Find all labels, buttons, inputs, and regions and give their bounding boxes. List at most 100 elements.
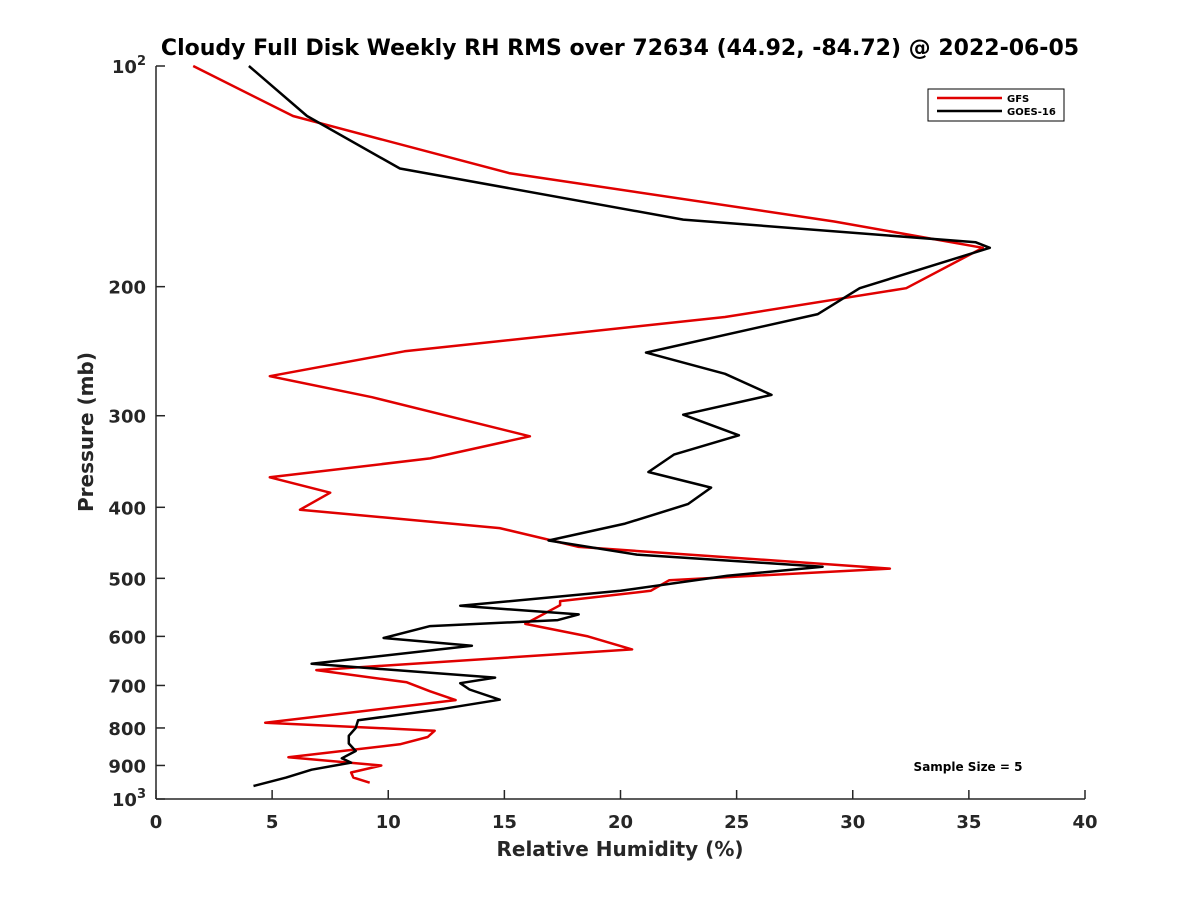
data-point-gfs [630, 647, 634, 651]
data-point-gfs [904, 286, 908, 290]
data-point-goes-16 [646, 470, 650, 474]
x-tick-label: 25 [724, 812, 749, 833]
data-point-gfs [263, 721, 267, 725]
data-point-gfs [351, 776, 355, 780]
data-point-goes-16 [252, 784, 256, 788]
data-point-gfs [558, 603, 562, 607]
data-point-gfs [349, 771, 353, 775]
data-point-gfs [405, 680, 409, 684]
data-point-goes-16 [468, 688, 472, 692]
y-tick-label: 800 [108, 719, 146, 740]
data-point-gfs [558, 599, 562, 603]
x-tick-label: 20 [608, 812, 633, 833]
data-point-goes-16 [988, 246, 992, 250]
y-axis-label: Pressure (mb) [74, 352, 98, 512]
sample-size-annotation: Sample Size = 5 [914, 760, 1023, 774]
data-point-gfs [328, 491, 332, 495]
data-point-goes-16 [686, 502, 690, 506]
data-point-gfs [454, 698, 458, 702]
x-tick-label: 0 [150, 812, 163, 833]
data-point-goes-16 [737, 433, 741, 437]
legend-label-gfs: GFS [1007, 94, 1029, 105]
data-point-gfs [667, 578, 671, 582]
data-point-gfs [286, 755, 290, 759]
data-point-goes-16 [247, 64, 251, 68]
data-point-gfs [888, 567, 892, 571]
data-point-goes-16 [470, 644, 474, 648]
data-point-goes-16 [681, 218, 685, 222]
y-tick-label: 300 [108, 407, 146, 428]
y-tick-label: 400 [108, 498, 146, 519]
data-point-goes-16 [493, 676, 497, 680]
data-point-goes-16 [347, 742, 351, 746]
data-point-goes-16 [816, 312, 820, 316]
y-tick-label: 600 [108, 627, 146, 648]
x-tick-label: 10 [376, 812, 401, 833]
y-tick-label: 500 [108, 569, 146, 590]
y-tick-label: 103 [112, 787, 146, 811]
data-point-goes-16 [623, 522, 627, 526]
legend: GFS GOES-16 [927, 88, 1065, 122]
data-point-goes-16 [442, 707, 446, 711]
data-point-gfs [426, 735, 430, 739]
data-point-goes-16 [619, 589, 623, 593]
data-point-goes-16 [681, 413, 685, 417]
data-point-gfs [723, 315, 727, 319]
data-point-gfs [368, 781, 372, 785]
y-axis-ticks: 102 200 300 400 500 600 700 800 900 103 [108, 54, 165, 811]
data-point-goes-16 [305, 114, 309, 118]
data-point-gfs [428, 689, 432, 693]
x-axis-label: Relative Humidity (%) [496, 837, 743, 861]
data-point-goes-16 [458, 681, 462, 685]
y-tick-label: 102 [112, 54, 146, 78]
data-point-gfs [403, 349, 407, 353]
data-point-goes-16 [709, 486, 713, 490]
data-point-goes-16 [723, 372, 727, 376]
data-point-goes-16 [398, 167, 402, 171]
data-point-gfs [379, 764, 383, 768]
data-point-goes-16 [498, 698, 502, 702]
legend-box [927, 88, 1065, 122]
data-point-gfs [528, 434, 532, 438]
data-point-goes-16 [672, 453, 676, 457]
data-point-gfs [314, 668, 318, 672]
data-point-gfs [398, 742, 402, 746]
data-point-gfs [498, 526, 502, 530]
data-point-goes-16 [770, 393, 774, 397]
data-point-gfs [507, 171, 511, 175]
data-point-goes-16 [458, 604, 462, 608]
data-point-goes-16 [858, 286, 862, 290]
y-tick-label: 900 [108, 756, 146, 777]
series-line-goes-16 [248, 65, 992, 788]
series-lines [191, 64, 992, 788]
y-tick-label: 200 [108, 278, 146, 299]
data-point-gfs [370, 395, 374, 399]
x-tick-label: 5 [266, 812, 279, 833]
data-point-goes-16 [349, 761, 353, 765]
data-point-gfs [433, 729, 437, 733]
data-point-goes-16 [340, 756, 344, 760]
data-point-gfs [428, 456, 432, 460]
data-point-goes-16 [347, 734, 351, 738]
data-point-gfs [586, 634, 590, 638]
chart-title: Cloudy Full Disk Weekly RH RMS over 7263… [161, 36, 1079, 61]
data-point-goes-16 [556, 618, 560, 622]
data-point-goes-16 [644, 351, 648, 355]
data-point-goes-16 [635, 553, 639, 557]
data-point-goes-16 [428, 624, 432, 628]
data-point-goes-16 [577, 612, 581, 616]
y-tick-label: 700 [108, 676, 146, 697]
data-point-goes-16 [356, 718, 360, 722]
data-point-gfs [191, 64, 195, 68]
data-point-goes-16 [354, 749, 358, 753]
x-tick-label: 35 [956, 812, 981, 833]
data-point-goes-16 [310, 662, 314, 666]
x-tick-label: 30 [840, 812, 865, 833]
x-axis-ticks: 0 5 10 15 20 25 30 35 40 [150, 790, 1098, 833]
data-point-goes-16 [354, 726, 358, 730]
data-point-goes-16 [974, 240, 978, 244]
legend-label-goes-16: GOES-16 [1007, 107, 1056, 118]
data-point-gfs [832, 220, 836, 224]
plot-area [156, 66, 1085, 799]
